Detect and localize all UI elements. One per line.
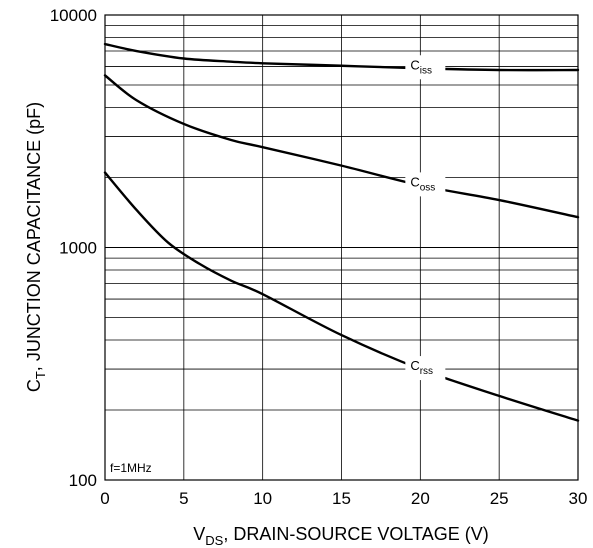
series-label-oss: Coss	[405, 172, 446, 197]
series-labels: Ciss Coss Crss	[405, 55, 446, 381]
series-line-oss	[103, 74, 580, 219]
y-tick-label: 1000	[59, 239, 97, 258]
series-label-rss: Crss	[405, 356, 446, 381]
y-tick-label: 100	[69, 471, 97, 490]
plot-frame	[104, 14, 579, 481]
series-label-iss: Ciss	[405, 55, 446, 80]
x-tick-label: 15	[332, 489, 351, 508]
x-tick-label: 10	[253, 489, 272, 508]
svg-text:Crss: Crss	[410, 358, 433, 377]
series-curves	[103, 42, 580, 422]
y-tick-labels: 10000 1000 100	[50, 6, 97, 490]
x-tick-labels: 0 5 10 15 20 25 30	[100, 489, 587, 508]
series-line-rss	[103, 171, 580, 422]
x-tick-label: 25	[490, 489, 509, 508]
x-tick-label: 30	[569, 489, 588, 508]
x-tick-label: 5	[179, 489, 188, 508]
svg-text:Ciss: Ciss	[410, 57, 432, 76]
y-tick-label: 10000	[50, 6, 97, 25]
x-tick-label: 0	[100, 489, 109, 508]
x-axis-label: VDS, DRAIN-SOURCE VOLTAGE (V)	[193, 524, 488, 548]
grid	[105, 15, 578, 480]
series-line-iss	[103, 42, 580, 72]
frequency-annotation: f=1MHz	[110, 461, 152, 475]
x-tick-label: 20	[411, 489, 430, 508]
svg-text:Coss: Coss	[410, 174, 435, 193]
y-axis-label: CT, JUNCTION CAPACITANCE (pF)	[24, 102, 48, 392]
